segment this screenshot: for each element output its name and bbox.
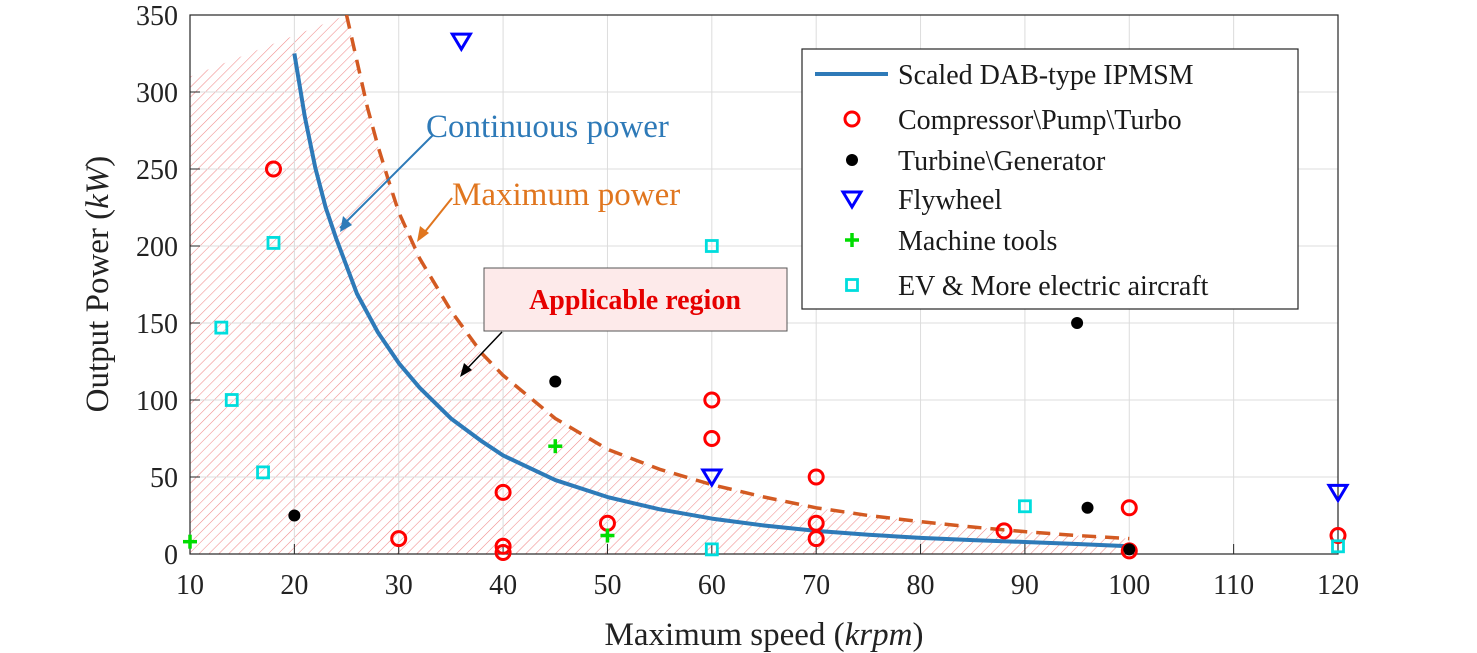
x-tick-label: 20 [280,570,308,601]
compressor-pump-turbo-marker [807,530,825,548]
ev-more-electric-aircraft-marker [224,393,239,407]
ev-more-electric-aircraft-marker [704,542,719,557]
x-tick-label: 30 [385,570,413,601]
ev-more-electric-aircraft-marker [214,320,229,335]
machine-tools-marker [183,534,197,549]
x-tick-label: 60 [698,570,726,601]
ticks: 10 20 30 40 50 60 70 80 90 100 110 120 0 50 100 150 200 2… [136,1,1359,601]
y-tick-label: 300 [136,78,178,109]
maximum-power-label: Maximum power [452,177,680,213]
x-tick-label: 10 [176,570,204,601]
compressor-pump-turbo-marker [703,430,721,447]
continuous-power-arrow [339,134,434,229]
turbine-generator-marker [1123,543,1136,556]
compressor-pump-turbo-marker [807,468,825,486]
x-tick-label: 80 [907,570,935,601]
compressor-pump-turbo-marker [494,543,512,561]
legend-marker [845,278,859,292]
ev-more-electric-aircraft-marker [256,465,270,480]
y-tick-label: 100 [136,386,178,417]
x-tick-label: 50 [593,570,621,601]
machine-tools-marker [548,439,563,454]
legend-label: Compressor\Pump\Turbo [898,105,1182,136]
legend-label: Scaled DAB-type IPMSM [898,60,1194,91]
legend-marker [840,190,864,210]
y-tick-label: 350 [136,1,178,32]
annotations: Continuous power Maximum power Applicabl… [339,109,788,377]
continuous-power-label: Continuous power [426,109,669,145]
compressor-pump-turbo-marker [390,530,408,548]
applicable-region-label: Applicable region [529,285,741,316]
continuous-power-curve [292,53,1130,549]
flywheel-marker [449,32,473,53]
y-axis-title: Output Power (kW) [80,156,116,413]
turbine-generator-marker [1081,501,1094,514]
y-tick-label: 250 [136,155,178,186]
x-tick-label: 110 [1213,570,1254,601]
curves [292,15,1130,549]
x-tick-label: 100 [1108,570,1150,601]
legend-box [801,48,1299,310]
ev-more-electric-aircraft-marker [1018,499,1032,514]
legend-label: Machine tools [898,226,1057,257]
compressor-pump-turbo-marker [703,391,721,409]
y-tick-label: 200 [136,232,178,263]
legend-marker [845,233,859,247]
flywheel-marker [1326,483,1350,504]
y-tick-label: 50 [150,463,178,494]
legend-marker [843,110,861,128]
compressor-pump-turbo-marker [1120,499,1138,517]
turbine-generator-marker [288,509,301,522]
ev-more-electric-aircraft-marker [1331,539,1345,554]
x-tick-label: 120 [1317,570,1359,601]
maximum-power-arrowhead [417,226,429,242]
applicable-region-box [483,267,788,332]
legend-items: Scaled DAB-type IPMSM Compressor\Pump\Tur… [815,60,1209,302]
flywheel-marker [700,468,724,488]
compressor-pump-turbo-marker [494,483,512,501]
legend-label: EV & More electric aircraft [898,271,1209,302]
x-tick-label: 70 [802,570,830,601]
y-tick-label: 0 [164,540,178,571]
compressor-pump-turbo-marker [494,537,512,555]
ev-more-electric-aircraft-marker [266,236,281,250]
x-axis-title: Maximum speed (krpm) [605,617,924,653]
applicable-region-arrowhead [460,363,472,377]
plot-frame [189,14,1339,555]
compressor-pump-turbo-marker [264,160,282,178]
markers [183,32,1350,561]
continuous-power-arrowhead [340,216,352,232]
compressor-pump-turbo-marker [995,522,1013,540]
ev-more-electric-aircraft-marker [704,239,719,253]
y-tick-label: 150 [136,309,178,340]
applicable-region-fill [190,15,1130,554]
maximum-power-curve [344,15,1130,541]
compressor-pump-turbo-marker [1329,527,1347,545]
x-tick-label: 40 [489,570,517,601]
applicable-region-arrow [462,331,503,374]
legend-label: Flywheel [898,185,1002,216]
legend: Scaled DAB-type IPMSM Compressor\Pump\Tur… [801,48,1299,310]
x-tick-label: 90 [1011,570,1039,601]
turbine-generator-marker [1071,317,1084,329]
machine-tools-marker [600,528,615,543]
legend-marker [846,154,858,166]
legend-label: Turbine\Generator [898,146,1106,177]
turbine-generator-marker [549,375,562,388]
